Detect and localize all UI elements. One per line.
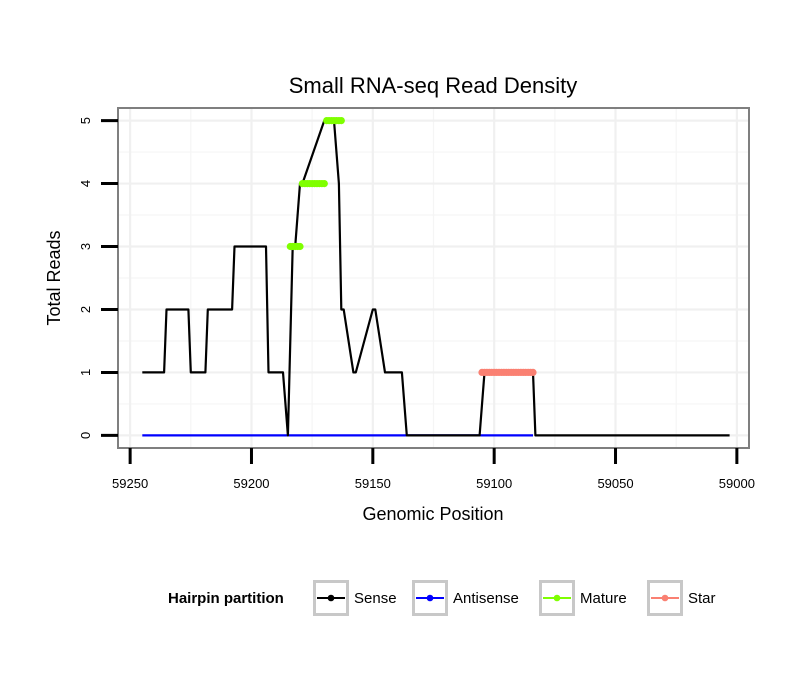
- x-tick-label: 59100: [476, 476, 512, 491]
- legend-item-star: Star: [647, 580, 716, 616]
- legend-label-antisense: Antisense: [453, 590, 519, 607]
- legend-label-star: Star: [688, 590, 716, 607]
- legend-item-mature: Mature: [539, 580, 627, 616]
- legend-key-point: [553, 594, 561, 602]
- x-tick-label: 59150: [355, 476, 391, 491]
- data-point-star: [529, 368, 537, 376]
- y-axis: 0 1 2 3 4 5: [78, 117, 118, 439]
- legend: Hairpin partition Sense Antisense Mature St…: [168, 580, 716, 616]
- plot-panel: [117, 107, 750, 449]
- data-point-mature: [337, 117, 345, 125]
- y-tick-label: 5: [78, 117, 93, 124]
- x-tick-label: 59250: [112, 476, 148, 491]
- plot-border: [117, 107, 750, 449]
- series-layer: [142, 117, 730, 437]
- legend-items: Sense Antisense Mature Star: [313, 580, 716, 616]
- y-tick-label: 4: [78, 180, 93, 187]
- legend-key-point: [327, 594, 335, 602]
- data-point-mature: [296, 242, 304, 251]
- y-tick-label: 1: [78, 369, 93, 376]
- y-tick-label: 3: [78, 243, 93, 250]
- x-axis: 59250 59200 59150 59100 59050 59000: [112, 448, 755, 491]
- legend-label-mature: Mature: [580, 590, 627, 607]
- legend-item-sense: Sense: [313, 580, 397, 616]
- y-axis-title: Total Reads: [44, 230, 64, 325]
- grid-minor: [118, 108, 749, 448]
- legend-title: Hairpin partition: [168, 590, 284, 607]
- legend-key-point: [661, 594, 669, 602]
- data-point-mature: [320, 180, 328, 188]
- legend-key-point: [426, 594, 434, 602]
- chart-title: Small RNA-seq Read Density: [289, 73, 578, 98]
- legend-item-antisense: Antisense: [412, 580, 519, 616]
- y-tick-label: 2: [78, 306, 93, 313]
- x-tick-label: 59200: [233, 476, 269, 491]
- grid-major: [118, 108, 749, 448]
- x-tick-label: 59000: [719, 476, 755, 491]
- x-axis-title: Genomic Position: [362, 504, 503, 524]
- x-tick-label: 59050: [597, 476, 633, 491]
- legend-label-sense: Sense: [354, 590, 397, 607]
- y-tick-label: 0: [78, 432, 93, 439]
